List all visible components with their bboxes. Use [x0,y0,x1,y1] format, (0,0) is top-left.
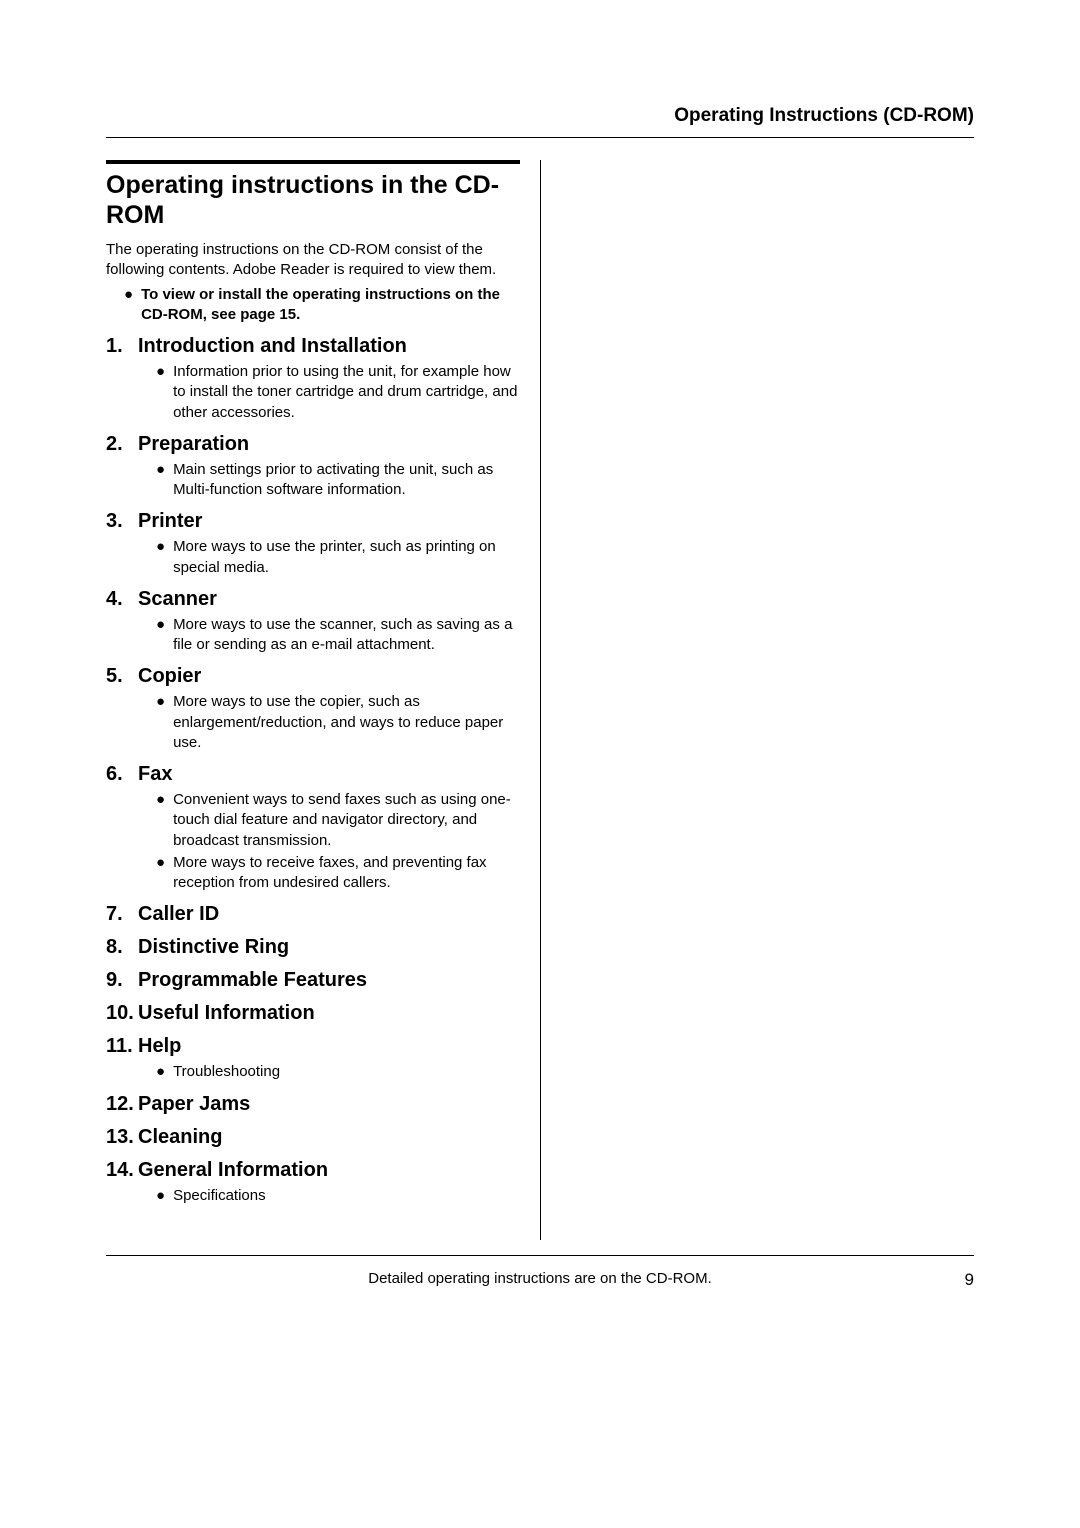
bullet-text: Troubleshooting [173,1062,280,1082]
section-title: Useful Information [138,1002,315,1025]
section-number: 12. [106,1093,138,1116]
footer-rule [106,1255,974,1256]
section-number: 5. [106,665,138,688]
page-number: 9 [965,1270,974,1290]
section-number: 13. [106,1126,138,1149]
bullet-item: ●More ways to use the printer, such as p… [156,537,520,578]
section-title: Caller ID [138,903,219,926]
header-rule [106,137,974,138]
section: 12.Paper Jams [106,1093,520,1116]
section-title: Copier [138,665,201,688]
header-title: Operating Instructions (CD-ROM) [674,105,974,127]
intro-paragraph: The operating instructions on the CD-ROM… [106,240,520,281]
bullet-dot-icon: ● [156,615,165,656]
section-title: General Information [138,1159,328,1182]
section: 5.Copier [106,665,520,688]
section-bullets: ● Troubleshooting [106,1062,520,1082]
bullet-text: Convenient ways to send faxes such as us… [173,790,519,851]
bullet-item: ●Convenient ways to send faxes such as u… [156,790,520,851]
section-number: 11. [106,1035,138,1058]
section-bullets: ●Main settings prior to activating the u… [106,460,520,501]
section-title: Help [138,1035,181,1058]
section-number: 3. [106,510,138,533]
bullet-dot-icon: ● [156,692,165,753]
section: 4.Scanner [106,588,520,611]
two-column-layout: Operating instructions in the CD-ROM The… [106,160,974,1240]
section-bullets: ●More ways to use the printer, such as p… [106,537,520,578]
bullet-item: ● Specifications [156,1186,520,1206]
sections-list: 1.Introduction and Installation●Informat… [106,335,520,1206]
section-number: 9. [106,969,138,992]
section-title: Printer [138,510,202,533]
section: 8.Distinctive Ring [106,936,520,959]
section-bullets: ●Convenient ways to send faxes such as u… [106,790,520,893]
bullet-dot-icon: ● [156,853,165,894]
section: 3.Printer [106,510,520,533]
bullet-text: More ways to use the scanner, such as sa… [173,615,519,656]
bullet-item: ●More ways to use the scanner, such as s… [156,615,520,656]
left-column: Operating instructions in the CD-ROM The… [106,160,540,1240]
footer-text: Detailed operating instructions are on t… [0,1270,1080,1287]
section-number: 8. [106,936,138,959]
bullet-text: More ways to receive faxes, and preventi… [173,853,519,894]
section: 7.Caller ID [106,903,520,926]
section-number: 14. [106,1159,138,1182]
bullet-dot-icon: ● [156,790,165,851]
section: 13.Cleaning [106,1126,520,1149]
section-number: 4. [106,588,138,611]
bullet-dot-icon: ● [124,285,133,326]
bullet-item: ● Troubleshooting [156,1062,520,1082]
section-title: Programmable Features [138,969,367,992]
document-page: Operating Instructions (CD-ROM) Operatin… [0,0,1080,1528]
page-header: Operating Instructions (CD-ROM) [106,105,974,140]
section: 1.Introduction and Installation [106,335,520,358]
section-title: Cleaning [138,1126,222,1149]
section-bullets: ●Information prior to using the unit, fo… [106,362,520,423]
section: 10.Useful Information [106,1002,520,1025]
section-title: Distinctive Ring [138,936,289,959]
note-bullet: ● To view or install the operating instr… [106,285,520,326]
section-title: Introduction and Installation [138,335,407,358]
section-title: Paper Jams [138,1093,250,1116]
bullet-dot-icon: ● [156,1062,165,1082]
bullet-item: ●Information prior to using the unit, fo… [156,362,520,423]
section-number: 1. [106,335,138,358]
section-title: Preparation [138,433,249,456]
bullet-dot-icon: ● [156,460,165,501]
note-text: To view or install the operating instruc… [141,285,519,326]
bullet-text: More ways to use the printer, such as pr… [173,537,519,578]
section-bullets: ● Specifications [106,1186,520,1206]
bullet-dot-icon: ● [156,362,165,423]
thick-rule [106,160,520,164]
section-number: 2. [106,433,138,456]
section-number: 10. [106,1002,138,1025]
section: 14.General Information [106,1159,520,1182]
section: 11.Help [106,1035,520,1058]
bullet-item: ●More ways to receive faxes, and prevent… [156,853,520,894]
section: 6.Fax [106,763,520,786]
bullet-item: ●More ways to use the copier, such as en… [156,692,520,753]
bullet-text: Main settings prior to activating the un… [173,460,519,501]
section-number: 7. [106,903,138,926]
main-title: Operating instructions in the CD-ROM [106,170,520,230]
bullet-item: ●Main settings prior to activating the u… [156,460,520,501]
section-bullets: ●More ways to use the scanner, such as s… [106,615,520,656]
section-bullets: ●More ways to use the copier, such as en… [106,692,520,753]
section: 9.Programmable Features [106,969,520,992]
section: 2.Preparation [106,433,520,456]
section-title: Fax [138,763,172,786]
bullet-text: Specifications [173,1186,266,1206]
bullet-dot-icon: ● [156,1186,165,1206]
bullet-text: Information prior to using the unit, for… [173,362,519,423]
right-column [541,160,974,1240]
bullet-dot-icon: ● [156,537,165,578]
bullet-text: More ways to use the copier, such as enl… [173,692,519,753]
section-number: 6. [106,763,138,786]
section-title: Scanner [138,588,217,611]
